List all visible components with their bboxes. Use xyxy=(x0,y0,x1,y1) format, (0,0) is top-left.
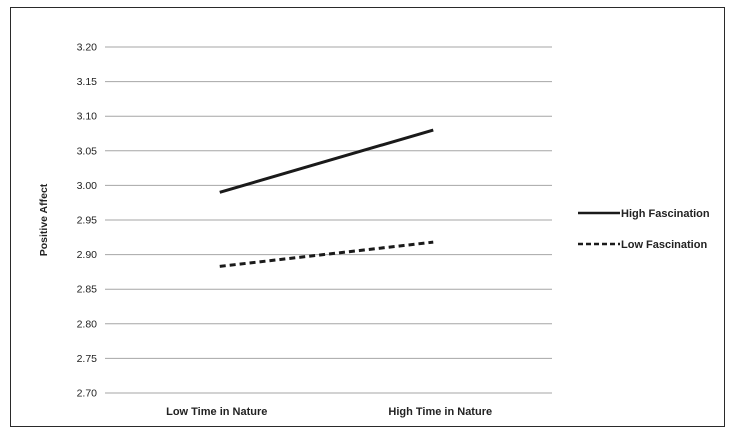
y-tick-label: 2.95 xyxy=(77,215,98,227)
series-line-high-fascination xyxy=(219,128,434,194)
legend: High Fascination Low Fascination xyxy=(578,208,710,251)
y-tick-label: 2.80 xyxy=(77,318,98,330)
y-tick-label: 2.70 xyxy=(77,388,98,400)
x-category-labels: Low Time in Nature High Time in Nature xyxy=(166,406,492,418)
x-category-label: High Time in Nature xyxy=(388,406,492,418)
y-tick-label: 2.75 xyxy=(77,353,98,365)
y-tick-label: 3.05 xyxy=(77,145,98,157)
y-tick-label: 3.00 xyxy=(77,180,98,192)
y-tick-label: 3.20 xyxy=(77,42,98,54)
legend-label: Low Fascination xyxy=(621,239,707,251)
y-axis-title: Positive Affect xyxy=(38,183,50,256)
y-tick-label: 2.85 xyxy=(77,284,98,296)
y-tick-label: 3.10 xyxy=(77,111,98,123)
y-tick-label: 2.90 xyxy=(77,249,98,261)
series-lines xyxy=(219,128,434,268)
series-line-low-fascination xyxy=(219,240,434,268)
chart-frame xyxy=(10,7,725,427)
y-tick-label: 3.15 xyxy=(77,76,98,88)
x-category-label: Low Time in Nature xyxy=(166,406,267,418)
legend-label: High Fascination xyxy=(621,208,710,220)
y-tick-labels: 3.20 3.15 3.10 3.05 3.00 2.95 2.90 2.85 2.80 2.75… xyxy=(77,42,98,400)
gridlines xyxy=(105,46,552,394)
